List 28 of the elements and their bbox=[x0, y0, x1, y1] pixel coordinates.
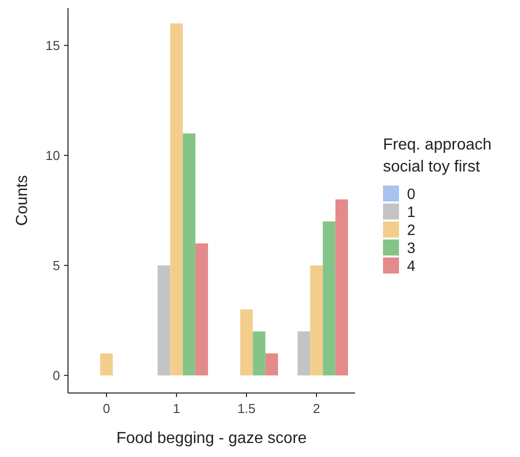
bar bbox=[170, 23, 183, 376]
y-tick-label: 0 bbox=[52, 368, 60, 383]
legend-label: 0 bbox=[407, 186, 416, 203]
bar bbox=[335, 199, 348, 376]
x-axis-title: Food begging - gaze score bbox=[116, 430, 307, 447]
x-tick-label: 1.5 bbox=[237, 401, 256, 416]
y-axis-title: Counts bbox=[14, 175, 31, 226]
bar bbox=[182, 133, 196, 376]
bar bbox=[100, 353, 113, 376]
bar bbox=[240, 309, 253, 376]
bar bbox=[298, 331, 310, 376]
bar bbox=[158, 265, 170, 376]
bar bbox=[195, 243, 208, 376]
legend-label: 1 bbox=[407, 204, 416, 221]
legend-label: 3 bbox=[407, 240, 416, 257]
y-tick-label: 15 bbox=[46, 38, 60, 53]
y-tick-label: 10 bbox=[46, 148, 60, 163]
legend-title: Freq. approach social toy first bbox=[383, 136, 492, 176]
bar bbox=[252, 331, 266, 376]
legend-label: 2 bbox=[407, 222, 416, 239]
x-tick-label: 1 bbox=[172, 401, 180, 416]
bar bbox=[310, 265, 323, 376]
x-tick-label: 2 bbox=[312, 401, 320, 416]
bar bbox=[322, 221, 336, 376]
y-tick-label: 5 bbox=[52, 258, 60, 273]
bar bbox=[265, 353, 278, 376]
legend-label: 4 bbox=[407, 258, 416, 275]
x-tick-label: 0 bbox=[102, 401, 110, 416]
